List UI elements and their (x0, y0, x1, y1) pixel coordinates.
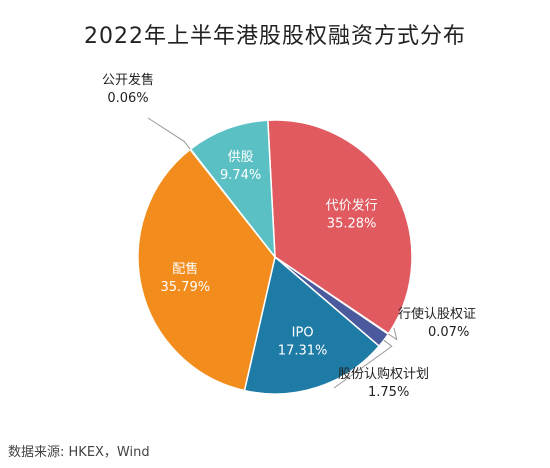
slice-value-label: 35.79% (161, 280, 211, 295)
pie-slice-6 (189, 119, 276, 260)
slice-name-label: 股份认购权计划 (338, 366, 429, 382)
slice-name-label: 配售 (172, 261, 198, 277)
leader-line-2 (333, 339, 393, 389)
pie-chart: Wind代价发行35.28%行使认股权证0.07%股份认购权计划1.75%IPO… (102, 72, 476, 400)
slice-name-label: 公开发售 (102, 72, 154, 88)
pie-slice-0 (267, 119, 413, 335)
slice-name-label: 代价发行 (326, 198, 378, 214)
slice-value-label: 1.75% (368, 385, 409, 400)
slice-value-label: 9.74% (220, 168, 261, 183)
slice-value-label: 35.28% (327, 217, 377, 232)
source-note: 数据来源: HKEX，Wind (8, 445, 150, 460)
slice-value-label: 0.07% (428, 325, 469, 340)
slice-value-label: 0.06% (107, 91, 148, 106)
slice-name-label: IPO (292, 326, 314, 341)
leader-line-1 (388, 327, 398, 341)
pie-slice-4 (137, 148, 276, 392)
slice-name-label: 供股 (228, 150, 254, 165)
slice-value-label: 17.31% (278, 344, 328, 359)
pie-slice-3 (243, 255, 381, 395)
chart-title: 2022年上半年港股股权融资方式分布 (84, 24, 466, 49)
leader-line-5 (147, 117, 191, 150)
slice-name-label: 行使认股权证 (398, 306, 476, 322)
